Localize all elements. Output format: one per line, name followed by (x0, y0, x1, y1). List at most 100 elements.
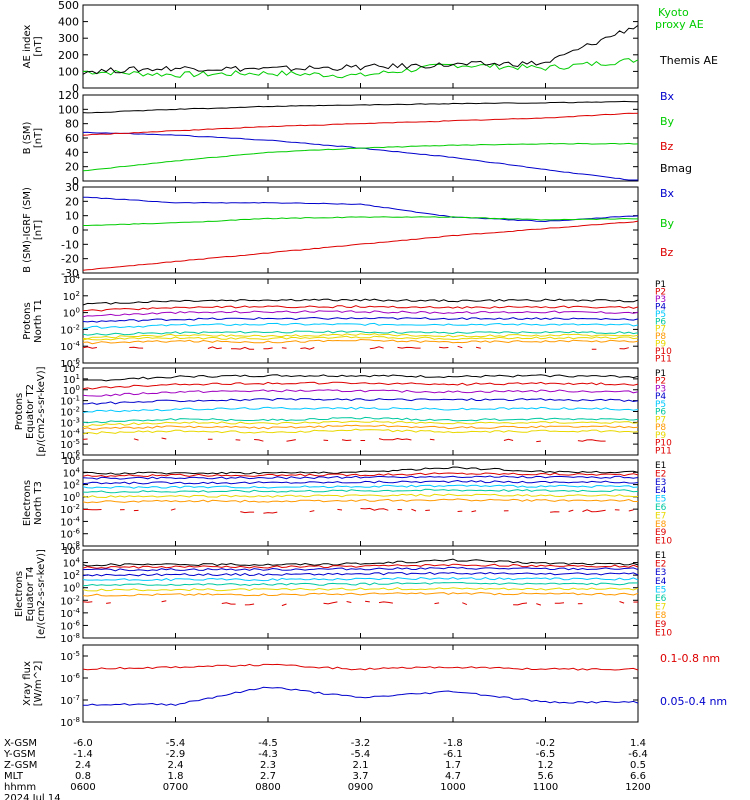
series-line-themis-ae (82, 25, 639, 75)
legend-label: P5 (655, 310, 666, 320)
legend-label: Bx (660, 187, 675, 200)
x-tick-label: 2.1 (353, 760, 369, 771)
series-line-p9 (82, 428, 639, 435)
panel-8: 10-8 10-7 10-6 10-5 Xray flux [W/m^2] 0.1-0.8 … (22, 644, 727, 729)
y-axis-label-line: [nT] (33, 128, 44, 148)
series-line-p5 (82, 322, 639, 329)
y-tick-label: 100 (58, 65, 79, 78)
y-tick-label: 500 (58, 0, 79, 12)
x-tick-label: 2.4 (168, 760, 184, 771)
series-line-p2 (82, 305, 639, 312)
y-tick-label: 102 (63, 362, 80, 375)
y-axis-label: Protons Equator T2 [p/(cm2-s-sr-keV)] (14, 366, 47, 456)
x-tick-label: -4.5 (258, 738, 278, 749)
y-tick-label: 10-8 (60, 716, 80, 729)
y-tick-label: 0 (72, 82, 79, 95)
series-line-p1 (82, 374, 639, 382)
x-tick-label: -6.1 (443, 749, 463, 760)
legend-label: P1 (655, 369, 666, 379)
legend-label: Kyoto (658, 6, 689, 19)
y-axis-label-line: Electrons (22, 480, 33, 526)
y-tick-label: 104 (63, 273, 81, 286)
series-line-e9 (83, 507, 634, 514)
series-line-p8 (82, 424, 639, 430)
legend-label: E4 (655, 486, 667, 496)
y-axis-label: B (SM) [nT] (22, 121, 44, 154)
x-tick-label: 5.6 (538, 771, 554, 782)
x-tick-label: -2.9 (166, 749, 186, 760)
series-line-bx (82, 131, 638, 181)
x-axis-table: X-GSM -6.0 -5.4 -4.5 -3.2 -1.8 -0.2 1.4 Y-GSM -1.… (3, 738, 651, 800)
legend-label: P4 (655, 302, 666, 312)
y-axis-label-line: Protons (14, 393, 25, 430)
x-tick-label: -6.0 (73, 738, 93, 749)
series-line-by (83, 216, 638, 226)
y-tick-label: 100 (63, 491, 80, 504)
legend-label: P8 (655, 423, 666, 433)
y-axis-label-line: North T1 (33, 299, 44, 343)
series-line-e7 (82, 493, 639, 499)
x-tick-label: 6.6 (630, 771, 646, 782)
legend-label: E2 (655, 560, 666, 570)
legend-label: Themis AE (659, 54, 718, 67)
y-axis-label-line: Protons (22, 302, 33, 339)
y-tick-label: 10 (65, 210, 79, 223)
legend-label: P9 (655, 431, 666, 441)
legend-label: P6 (655, 408, 666, 418)
legend-label: P8 (655, 332, 666, 342)
legend-label: P7 (655, 415, 666, 425)
series-line-p7 (82, 333, 639, 340)
series-line-e5 (82, 484, 639, 489)
legend-label: P3 (655, 295, 666, 305)
legend-label: E1 (655, 461, 666, 471)
y-tick-label: -30 (61, 267, 79, 280)
series-line-e3 (82, 475, 639, 480)
x-tick-label: 0800 (255, 782, 280, 793)
legend-label: 0.05-0.4 nm (660, 695, 727, 708)
series-line-p10 (83, 438, 638, 442)
y-tick-label: 20 (65, 161, 79, 174)
y-tick-label: 300 (58, 32, 79, 45)
x-tick-label: -5.4 (166, 738, 186, 749)
y-tick-label: 200 (58, 49, 79, 62)
x-tick-label: -4.3 (258, 749, 278, 760)
y-tick-label: 10-6 (60, 357, 80, 370)
x-row-label: Y-GSM (3, 749, 36, 760)
panel-frame (82, 644, 639, 723)
legend-label: P5 (655, 400, 666, 410)
y-axis-label-line: B (SM)-IGRF (SM) (22, 187, 33, 273)
legend-label: By (660, 115, 675, 128)
series-line-p2 (82, 381, 639, 390)
legend-label: E3 (655, 568, 666, 578)
legend-label: E3 (655, 478, 666, 488)
y-axis-label: Electrons Equator T4 [e/(cm2-s-sr-keV)] (14, 549, 47, 639)
legend-label: By (660, 217, 675, 230)
y-axis-label: Protons North T1 (22, 299, 44, 343)
x-row-label: Z-GSM (4, 760, 37, 771)
legend-label: E4 (655, 577, 667, 587)
legend-label: P3 (655, 384, 666, 394)
legend-label: E8 (655, 611, 667, 621)
x-tick-label: 3.7 (353, 771, 369, 782)
y-tick-label: 106 (63, 544, 81, 557)
legend-label: E6 (655, 503, 667, 513)
x-tick-label: 2.4 (75, 760, 91, 771)
series-line-e9 (82, 600, 639, 607)
legend-label: P11 (655, 355, 672, 365)
y-tick-label: 10-5 (60, 438, 80, 451)
legend-label: proxy AE (655, 18, 704, 31)
y-tick-label: 10-8 (60, 632, 80, 645)
legend-label: P11 (655, 446, 672, 456)
y-axis-label-line: Equator T2 (25, 384, 36, 439)
y-axis-label-line: Equator T4 (25, 567, 36, 622)
legend-label: P1 (655, 280, 666, 290)
series-line-e4 (82, 479, 639, 485)
y-axis-label-line: [e/(cm2-s-sr-keV)] (36, 549, 47, 639)
legend-label: E7 (655, 511, 666, 521)
legend-label: P9 (655, 340, 666, 350)
x-tick-label: -1.8 (443, 738, 463, 749)
legend-label: P10 (655, 439, 672, 449)
legend-label: P2 (655, 287, 666, 297)
x-tick-label: 0.8 (75, 771, 91, 782)
